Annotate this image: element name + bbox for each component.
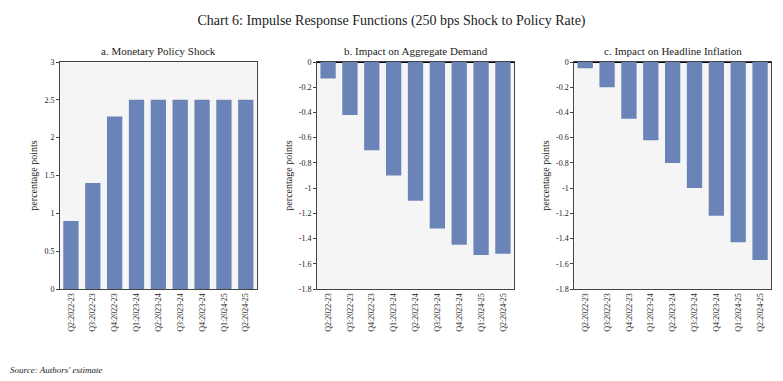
svg-text:Q2:2024-25: Q2:2024-25: [241, 293, 250, 332]
svg-text:Q1:2023-24: Q1:2023-24: [646, 293, 655, 332]
svg-text:-1: -1: [562, 184, 569, 193]
svg-text:Q3:2022-23: Q3:2022-23: [603, 293, 612, 332]
svg-text:-0.2: -0.2: [556, 83, 569, 92]
svg-text:-1.4: -1.4: [556, 234, 569, 243]
svg-text:b. Impact on Aggregate Demand: b. Impact on Aggregate Demand: [344, 45, 488, 57]
svg-text:0: 0: [565, 58, 569, 67]
svg-text:Q2:2024-25: Q2:2024-25: [756, 293, 765, 332]
svg-text:Q2:2024-25: Q2:2024-25: [499, 293, 508, 332]
svg-text:Q3:2023-24: Q3:2023-24: [690, 293, 699, 332]
svg-text:0: 0: [50, 285, 54, 294]
svg-text:-1.8: -1.8: [299, 285, 312, 294]
svg-text:Q4:2022-23: Q4:2022-23: [625, 293, 634, 332]
svg-text:-1: -1: [305, 184, 312, 193]
svg-text:percentage points: percentage points: [283, 140, 294, 210]
svg-text:Q3:2023-24: Q3:2023-24: [176, 293, 185, 332]
svg-text:Q2:2023-24: Q2:2023-24: [668, 293, 677, 332]
svg-text:Q2:2023-24: Q2:2023-24: [411, 293, 420, 332]
svg-text:-1.8: -1.8: [556, 285, 569, 294]
svg-text:0: 0: [308, 58, 312, 67]
svg-text:Q2:2022-23: Q2:2022-23: [67, 293, 76, 332]
svg-text:Q4:2022-23: Q4:2022-23: [367, 293, 376, 332]
svg-text:-1.6: -1.6: [299, 260, 312, 269]
svg-text:-0.6: -0.6: [299, 133, 312, 142]
svg-text:Source: Authors' estimate: Source: Authors' estimate: [10, 365, 102, 375]
svg-text:-0.4: -0.4: [556, 108, 569, 117]
svg-text:2: 2: [50, 133, 54, 142]
svg-text:1: 1: [50, 209, 54, 218]
svg-text:Q2:2022-23: Q2:2022-23: [581, 293, 590, 332]
svg-text:-0.8: -0.8: [556, 159, 569, 168]
svg-text:Q1:2024-25: Q1:2024-25: [734, 293, 743, 332]
svg-text:2.5: 2.5: [44, 96, 54, 105]
svg-text:Q1:2023-24: Q1:2023-24: [389, 293, 398, 332]
svg-text:Q1:2023-24: Q1:2023-24: [132, 293, 141, 332]
svg-text:Q3:2022-23: Q3:2022-23: [88, 293, 97, 332]
svg-text:1.5: 1.5: [44, 171, 54, 180]
svg-text:Q4:2023-24: Q4:2023-24: [455, 293, 464, 332]
svg-text:Q3:2023-24: Q3:2023-24: [433, 293, 442, 332]
svg-text:Q1:2024-25: Q1:2024-25: [220, 293, 229, 332]
svg-text:-1.2: -1.2: [556, 209, 569, 218]
svg-text:Q2:2022-23: Q2:2022-23: [324, 293, 333, 332]
svg-text:Q4:2023-24: Q4:2023-24: [198, 293, 207, 332]
svg-text:a. Monetary Policy Shock: a. Monetary Policy Shock: [101, 45, 216, 57]
svg-text:percentage points: percentage points: [28, 140, 39, 210]
svg-text:c. Impact on Headline Inflatio: c. Impact on Headline Inflation: [604, 45, 742, 57]
svg-text:-1.4: -1.4: [299, 234, 312, 243]
svg-text:Q4:2023-24: Q4:2023-24: [712, 293, 721, 332]
svg-text:-0.4: -0.4: [299, 108, 312, 117]
svg-text:Q3:2022-23: Q3:2022-23: [346, 293, 355, 332]
svg-text:-1.2: -1.2: [299, 209, 312, 218]
svg-text:Q1:2024-25: Q1:2024-25: [477, 293, 486, 332]
svg-text:3: 3: [50, 58, 54, 67]
svg-text:-0.2: -0.2: [299, 83, 312, 92]
svg-text:Q4:2022-23: Q4:2022-23: [110, 293, 119, 332]
svg-text:Q2:2023-24: Q2:2023-24: [154, 293, 163, 332]
svg-text:percentage points: percentage points: [540, 140, 551, 210]
svg-text:Chart 6: Impulse Response Func: Chart 6: Impulse Response Functions (250…: [197, 13, 585, 29]
svg-text:-0.6: -0.6: [556, 133, 569, 142]
svg-text:0.5: 0.5: [44, 247, 54, 256]
svg-text:-0.8: -0.8: [299, 159, 312, 168]
svg-text:-1.6: -1.6: [556, 260, 569, 269]
